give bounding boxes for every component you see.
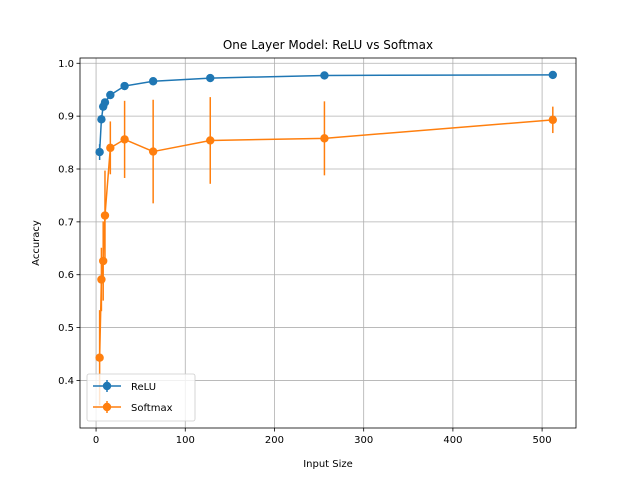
legend-marker-softmax (102, 402, 112, 412)
x-tick-label: 100 (176, 435, 195, 446)
y-axis-label: Accuracy (31, 220, 42, 266)
series-line-softmax (98, 119, 553, 358)
x-axis-label: Input Size (303, 459, 353, 470)
x-tick-label: 500 (533, 435, 552, 446)
data-point-relu (120, 81, 129, 91)
data-point-relu (148, 77, 158, 86)
x-tick-label: 0 (93, 435, 99, 446)
x-tick-label: 200 (265, 435, 284, 446)
plot-frame (79, 57, 577, 429)
y-tick-label: 0.6 (58, 270, 74, 281)
series-softmax (95, 97, 558, 406)
data-point-softmax (320, 134, 329, 143)
data-point-softmax (106, 143, 115, 153)
data-point-softmax (97, 275, 106, 284)
y-tick-label: 0.8 (58, 165, 74, 176)
x-tick-label: 400 (443, 435, 462, 446)
legend-label-relu: ReLU (131, 382, 156, 393)
legend-entry-relu: ReLU (93, 380, 156, 393)
data-point-relu (95, 147, 104, 157)
series-line-relu (98, 74, 553, 153)
legend-entry-softmax: Softmax (93, 401, 173, 414)
data-point-softmax (100, 211, 110, 220)
legend: ReLU Softmax (86, 373, 196, 422)
data-point-softmax (206, 136, 215, 145)
data-point-relu (320, 71, 329, 80)
data-point-softmax (98, 256, 108, 266)
data-point-relu (548, 70, 558, 80)
data-point-relu (106, 90, 115, 100)
x-tick-label: 300 (354, 435, 373, 446)
y-tick-label: 0.7 (58, 217, 74, 228)
axis-ticks: 0 100 200 300 400 500 0.4 0.5 0.6 0.7 0.8 0.9 1.0 (58, 59, 552, 446)
data-point-softmax (95, 353, 104, 362)
y-tick-label: 1.0 (58, 59, 74, 70)
data-point-softmax (548, 115, 558, 125)
chart-title: One Layer Model: ReLU vs Softmax (223, 38, 433, 52)
data-point-relu (206, 73, 215, 83)
series-layer (95, 70, 558, 406)
data-point-relu (97, 115, 106, 124)
grid-lines (80, 58, 576, 428)
legend-marker-relu (102, 381, 112, 391)
y-tick-label: 0.9 (58, 112, 74, 123)
series-relu (95, 70, 558, 161)
legend-label-softmax: Softmax (131, 403, 173, 414)
y-tick-label: 0.4 (58, 376, 74, 387)
data-point-relu (100, 98, 110, 107)
data-point-softmax (120, 135, 129, 144)
y-tick-label: 0.5 (58, 323, 74, 334)
data-point-softmax (148, 147, 158, 156)
